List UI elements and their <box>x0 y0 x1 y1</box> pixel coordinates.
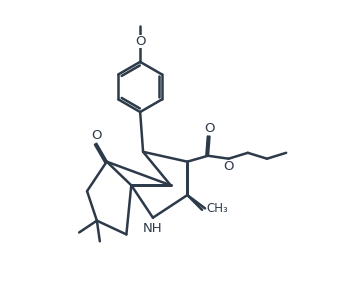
Text: CH₃: CH₃ <box>207 202 228 215</box>
Text: O: O <box>204 122 215 135</box>
Text: O: O <box>223 160 234 173</box>
Text: NH: NH <box>143 222 163 235</box>
Text: O: O <box>135 35 146 48</box>
Text: O: O <box>91 129 102 142</box>
